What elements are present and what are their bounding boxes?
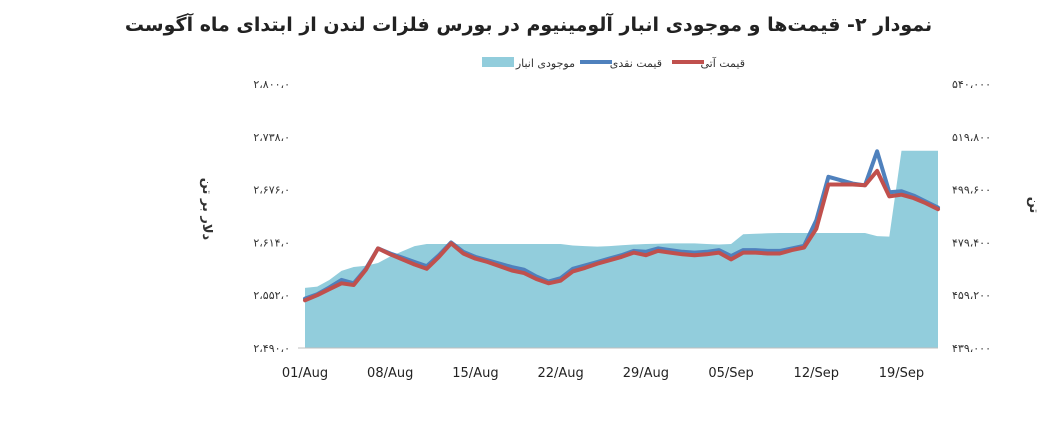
right-tick-label: ۴۷۹،۴۰۰ [952, 236, 991, 249]
left-tick-label: ۲،۶۱۴،۰ [253, 236, 290, 249]
x-axis: 01/Aug 08/Aug 15/Aug 22/Aug 29/Aug 05/Sep 12/S… [282, 366, 924, 381]
x-tick-label: 19/Sep [879, 366, 924, 381]
x-tick-label: 15/Aug [452, 366, 498, 381]
x-tick-label: 05/Sep [708, 366, 753, 381]
left-axis-title: دلار بر تن [199, 178, 214, 241]
legend-label-inventory: موجودی انبار [515, 57, 575, 70]
right-axis-title: تن [1026, 197, 1041, 214]
left-axis: ۲،۴۹۰،۰ ۲،۵۵۲،۰ ۲،۶۱۴،۰ ۲،۶۷۶،۰ ۲،۷۳۸،۰ ۲،۸۰۰… [253, 78, 290, 355]
legend-label-futures: قیمت آتی [700, 56, 745, 70]
line-futures-price [303, 168, 940, 303]
legend-swatch-inventory [482, 57, 514, 67]
left-tick-label: ۲،۴۹۰،۰ [253, 342, 290, 355]
legend-label-spot: قیمت نقدی [610, 57, 662, 70]
right-tick-label: ۴۵۹،۲۰۰ [952, 289, 991, 302]
right-axis: ۴۳۹،۰۰۰ ۴۵۹،۲۰۰ ۴۷۹،۴۰۰ ۴۹۹،۶۰۰ ۵۱۹،۸۰۰ ۵۴۰،۰… [952, 78, 991, 355]
x-tick-label: 01/Aug [282, 366, 328, 381]
right-tick-label: ۵۱۹،۸۰۰ [952, 131, 991, 144]
x-tick-label: 12/Sep [794, 366, 839, 381]
chart-title: نمودار ۲- قیمت‌ها و موجودی انبار آلومینی… [124, 14, 933, 36]
right-tick-label: ۴۹۹،۶۰۰ [952, 184, 991, 197]
legend: موجودی انبار قیمت نقدی قیمت آتی [482, 56, 745, 70]
left-tick-label: ۲،۶۷۶،۰ [253, 184, 290, 197]
right-tick-label: ۵۴۰،۰۰۰ [952, 78, 991, 91]
x-tick-label: 29/Aug [623, 366, 669, 381]
left-tick-label: ۲،۵۵۲،۰ [253, 289, 290, 302]
left-tick-label: ۲،۸۰۰،۰ [253, 78, 290, 91]
left-tick-label: ۲،۷۳۸،۰ [253, 131, 290, 144]
right-tick-label: ۴۳۹،۰۰۰ [952, 342, 991, 355]
area-inventory [305, 150, 938, 348]
x-tick-label: 22/Aug [537, 366, 583, 381]
x-tick-label: 08/Aug [367, 366, 413, 381]
